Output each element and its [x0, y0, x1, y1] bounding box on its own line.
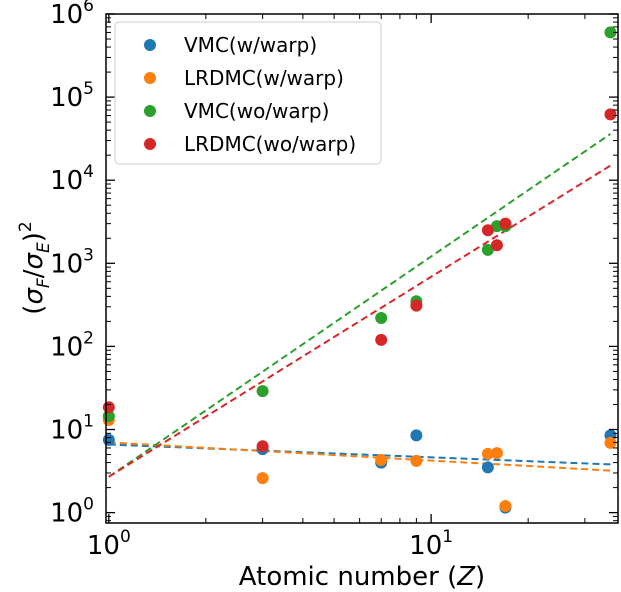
data-point-lrdmc-wo-warp [410, 299, 423, 312]
legend-label-lrdmc-wo-warp: LRDMC(wo/warp) [184, 132, 356, 156]
fit-lines-layer [108, 133, 611, 478]
data-point-lrdmc-w-warp [499, 500, 512, 513]
y-tick-label: 100 [50, 495, 94, 529]
data-point-lrdmc-w-warp [256, 472, 269, 485]
y-tick-label: 106 [50, 0, 94, 30]
y-tick-label: 104 [50, 162, 94, 196]
data-point-lrdmc-w-warp [490, 447, 503, 460]
y-tick-label: 102 [50, 328, 94, 362]
data-point-lrdmc-wo-warp [256, 440, 269, 453]
fit-line-lrdmc-wo-warp [108, 164, 611, 478]
data-point-lrdmc-wo-warp [604, 108, 617, 121]
data-point-lrdmc-w-warp [375, 453, 388, 466]
legend-items: VMC(w/warp) LRDMC(w/warp) VMC(wo/warp) LRDM… [144, 33, 356, 156]
legend-marker-vmc-wo-warp [144, 105, 156, 117]
fit-line-vmc-w-warp [108, 443, 611, 466]
legend-box [114, 21, 382, 165]
axis-ticks-layer: 100 101 100 101 102 103 104 105 106 [50, 0, 618, 561]
legend-label-vmc-w-warp: VMC(w/warp) [184, 33, 317, 57]
data-point-vmc-w-warp [481, 461, 494, 474]
fit-line-lrdmc-w-warp [108, 441, 611, 472]
legend-marker-lrdmc-w-warp [144, 72, 156, 84]
data-point-lrdmc-wo-warp [490, 239, 503, 252]
x-tick-label: 101 [409, 527, 453, 561]
plot-frame [105, 13, 619, 524]
legend-marker-vmc-w-warp [144, 39, 156, 51]
y-tick-label: 105 [50, 79, 94, 113]
legend-label-vmc-wo-warp: VMC(wo/warp) [184, 99, 329, 123]
fit-line-vmc-wo-warp [108, 133, 611, 478]
data-point-vmc-wo-warp [256, 385, 269, 398]
data-point-vmc-wo-warp [481, 243, 494, 256]
legend: VMC(w/warp) LRDMC(w/warp) VMC(wo/warp) LRDM… [114, 21, 382, 165]
y-tick-label: 101 [50, 412, 94, 446]
data-point-vmc-wo-warp [604, 26, 617, 39]
legend-label-lrdmc-w-warp: LRDMC(w/warp) [184, 66, 344, 90]
data-point-vmc-w-warp [410, 429, 423, 442]
x-axis-label: Atomic number (Z) [239, 562, 485, 592]
data-point-lrdmc-w-warp [604, 436, 617, 449]
data-point-lrdmc-wo-warp [102, 401, 115, 414]
data-point-vmc-wo-warp [375, 311, 388, 324]
y-tick-label: 103 [50, 245, 94, 279]
data-point-lrdmc-wo-warp [499, 217, 512, 230]
y-axis-label: (σF/σE)2 [16, 221, 54, 314]
data-point-lrdmc-w-warp [481, 447, 494, 460]
x-tick-label: 100 [87, 527, 131, 561]
data-point-lrdmc-wo-warp [375, 333, 388, 346]
data-point-lrdmc-wo-warp [481, 224, 494, 237]
data-point-vmc-w-warp [102, 433, 115, 446]
data-point-lrdmc-w-warp [410, 454, 423, 467]
legend-marker-lrdmc-wo-warp [144, 138, 156, 150]
